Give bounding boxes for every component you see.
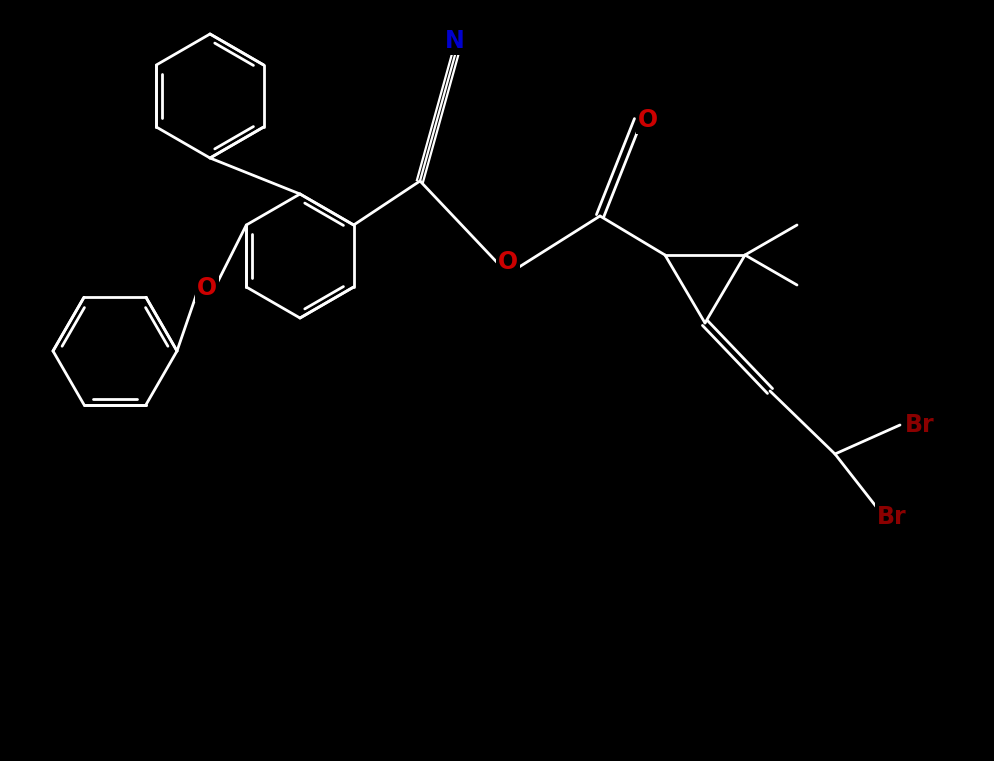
Text: Br: Br [906,413,934,437]
Text: N: N [445,29,465,53]
Text: Br: Br [877,505,907,529]
Text: O: O [197,276,217,300]
Text: O: O [498,250,518,274]
Text: O: O [638,108,658,132]
